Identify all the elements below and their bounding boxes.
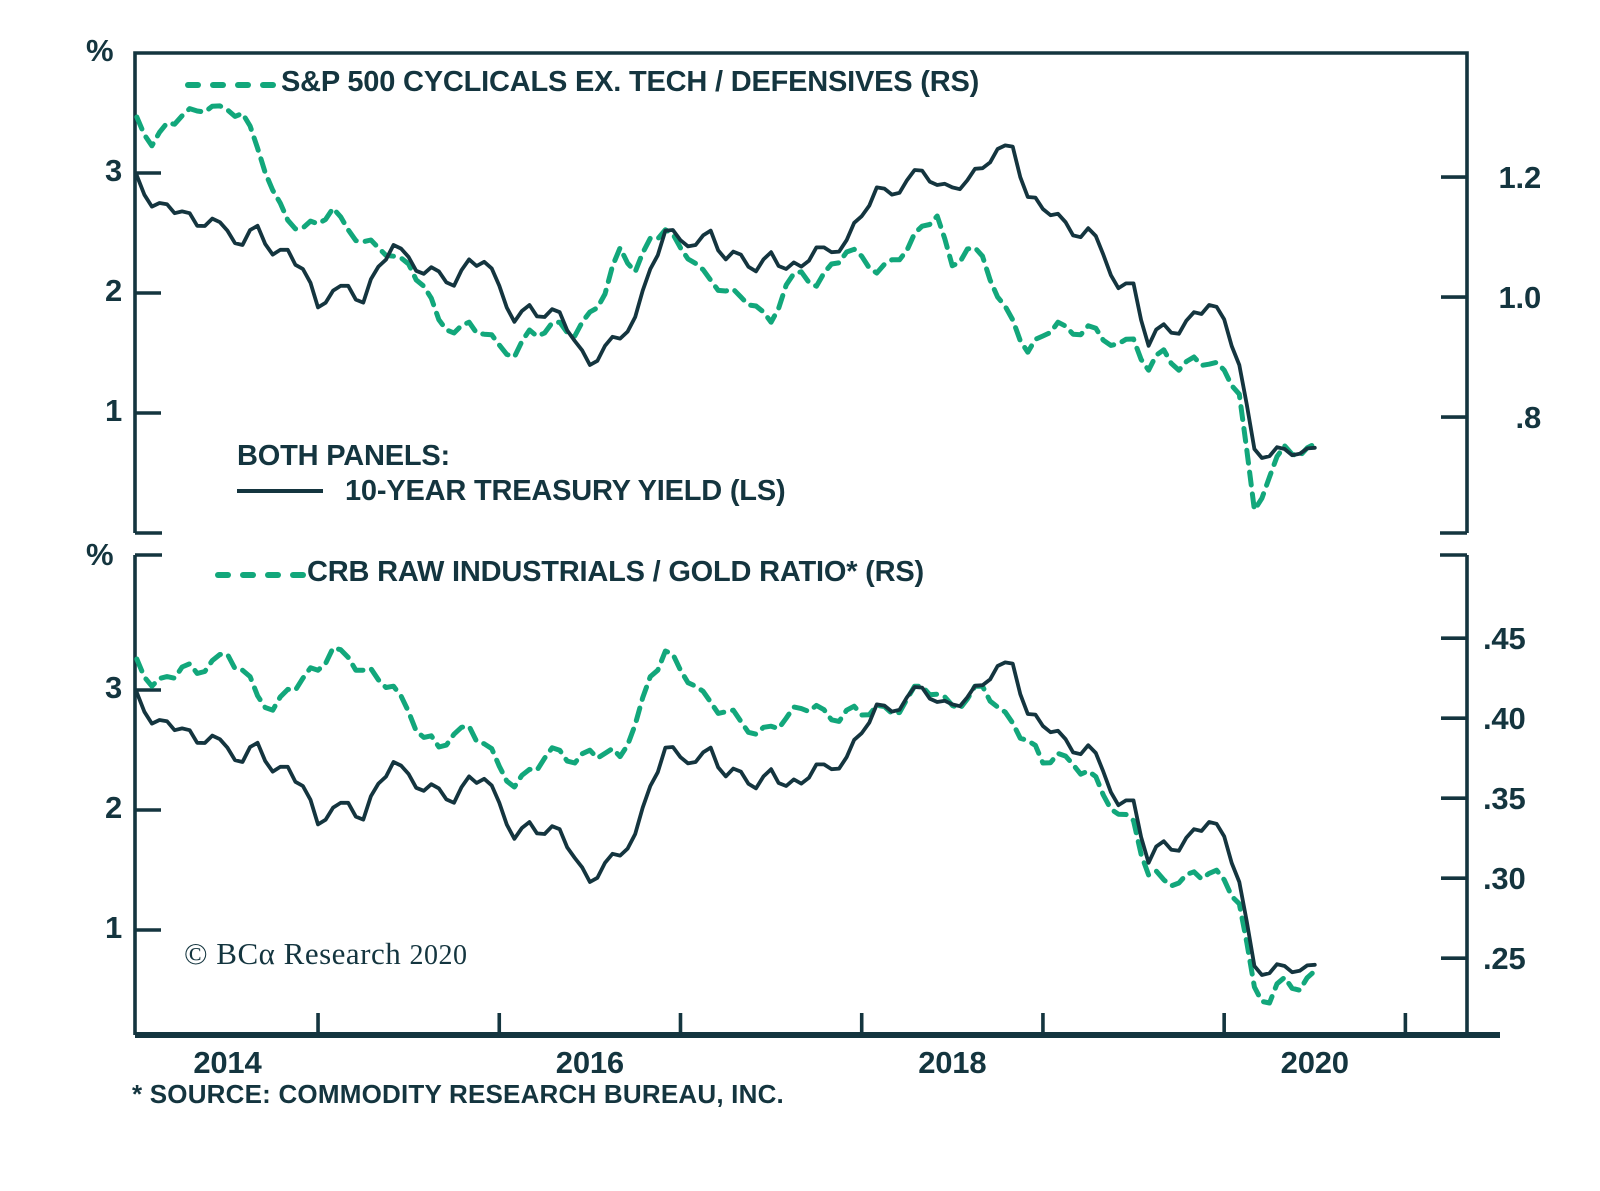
source-note: * SOURCE: COMMODITY RESEARCH BUREAU, INC… xyxy=(132,1079,784,1109)
top-right-axis-tick-label: .8 xyxy=(1515,400,1542,436)
bottom-right-axis-tick-label: .35 xyxy=(1483,781,1526,817)
legend-treasury-yield: 10-YEAR TREASURY YIELD (LS) xyxy=(345,475,786,507)
bottom-left-axis-tick-label: 2 xyxy=(104,790,122,825)
bottom-panel-percent-label: % xyxy=(86,537,114,572)
bottom-left-axis-tick-label: 3 xyxy=(104,670,122,705)
treasury-solid-legend-sample xyxy=(237,489,323,493)
bottom-right-axis-tick-label: .45 xyxy=(1483,621,1526,657)
copyright-year: 2020 xyxy=(409,940,468,971)
legend-crb-gold-ratio: CRB RAW INDUSTRIALS / GOLD RATIO* (RS) xyxy=(307,556,924,588)
top-left-axis-tick-label: 3 xyxy=(104,153,122,188)
x-axis-year-label: 2018 xyxy=(918,1045,987,1080)
bottom-left-axis-tick-label: 1 xyxy=(104,910,122,945)
legend-both-panels-title: BOTH PANELS: xyxy=(237,440,450,472)
top-right-axis-tick-label: 1.0 xyxy=(1498,280,1542,316)
green-dashed-legend-sample-top xyxy=(185,82,276,88)
x-axis-year-label: 2020 xyxy=(1280,1045,1349,1080)
legend-cyclicals-defensives: S&P 500 CYCLICALS EX. TECH / DEFENSIVES … xyxy=(281,66,980,98)
bottom-right-axis-tick-label: .40 xyxy=(1483,701,1526,737)
top-panel-percent-label: % xyxy=(86,33,114,68)
copyright-note: © BCα Research 2020 xyxy=(184,936,468,972)
top-left-axis-tick-label: 2 xyxy=(104,273,122,308)
bottom-right-axis-tick-label: .25 xyxy=(1483,941,1526,977)
copyright-text: © BCα Research xyxy=(184,936,410,971)
top-left-axis-tick-label: 1 xyxy=(104,393,122,428)
top-right-axis-tick-label: 1.2 xyxy=(1498,160,1542,196)
x-axis-year-label: 2016 xyxy=(555,1045,624,1080)
x-axis-year-label: 2014 xyxy=(193,1045,262,1080)
green-dashed-legend-sample-bottom xyxy=(215,572,306,578)
bottom-right-axis-tick-label: .30 xyxy=(1483,861,1526,897)
